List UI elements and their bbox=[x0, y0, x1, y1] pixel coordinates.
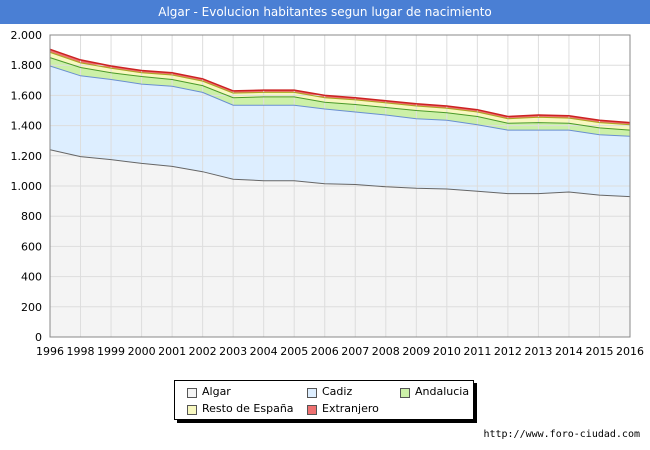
x-tick-label: 2015 bbox=[585, 345, 613, 358]
line-extranjero bbox=[49, 48, 631, 124]
area-resto-de-espa-a bbox=[50, 52, 630, 131]
y-tick-label: 800 bbox=[21, 210, 42, 223]
area-cadiz bbox=[50, 66, 630, 197]
legend-label-extranjero: Extranjero bbox=[322, 402, 379, 415]
y-tick-label: 1.000 bbox=[11, 180, 43, 193]
x-tick-label: 2007 bbox=[341, 345, 369, 358]
x-tick-label: 2009 bbox=[402, 345, 430, 358]
y-tick-label: 1.600 bbox=[11, 89, 43, 102]
area-extranjero bbox=[50, 49, 630, 125]
legend-swatch-resto-espana bbox=[187, 405, 197, 415]
area-andalucia bbox=[50, 57, 630, 137]
legend-label-cadiz: Cadiz bbox=[322, 385, 353, 398]
x-tick-label: 2016 bbox=[616, 345, 644, 358]
x-tick-label: 2004 bbox=[250, 345, 278, 358]
y-tick-label: 600 bbox=[21, 240, 42, 253]
chart-title: Algar - Evolucion habitantes segun lugar… bbox=[0, 0, 650, 24]
legend-swatch-andalucia bbox=[400, 388, 410, 398]
y-tick-label: 0 bbox=[35, 331, 42, 344]
y-tick-label: 1.200 bbox=[11, 150, 43, 163]
x-tick-label: 1998 bbox=[67, 345, 95, 358]
area-algar bbox=[50, 149, 630, 337]
line-algar bbox=[49, 149, 631, 198]
x-tick-label: 2010 bbox=[433, 345, 461, 358]
legend-swatch-extranjero bbox=[307, 405, 317, 415]
plot-frame bbox=[49, 34, 631, 338]
line-cadiz bbox=[49, 65, 631, 137]
x-tick-label: 2003 bbox=[219, 345, 247, 358]
x-tick-label: 2006 bbox=[311, 345, 339, 358]
x-tick-label: 2011 bbox=[463, 345, 491, 358]
legend-label-andalucia: Andalucia bbox=[415, 385, 470, 398]
x-tick-label: 2005 bbox=[280, 345, 308, 358]
legend-label-algar: Algar bbox=[202, 385, 231, 398]
legend-swatch-algar bbox=[187, 388, 197, 398]
line-andalucia bbox=[49, 57, 631, 131]
source-url: http://www.foro-ciudad.com bbox=[483, 429, 640, 440]
x-tick-label: 1996 bbox=[36, 345, 64, 358]
y-tick-label: 1.400 bbox=[11, 120, 43, 133]
legend-swatch-cadiz bbox=[307, 388, 317, 398]
y-tick-label: 200 bbox=[21, 301, 42, 314]
x-tick-label: 2013 bbox=[524, 345, 552, 358]
x-tick-label: 2000 bbox=[128, 345, 156, 358]
legend-label-resto-espana: Resto de España bbox=[202, 402, 294, 415]
x-tick-label: 2001 bbox=[158, 345, 186, 358]
y-tick-label: 2.000 bbox=[11, 29, 43, 42]
chart-legend: Algar Cadiz Andalucia Resto de España Ex… bbox=[174, 380, 474, 420]
line-resto-de-espa-a bbox=[49, 51, 631, 126]
y-tick-label: 400 bbox=[21, 271, 42, 284]
x-tick-label: 1999 bbox=[97, 345, 125, 358]
x-tick-label: 2014 bbox=[555, 345, 583, 358]
x-tick-label: 2002 bbox=[189, 345, 217, 358]
x-tick-label: 2008 bbox=[372, 345, 400, 358]
x-tick-label: 2012 bbox=[494, 345, 522, 358]
y-tick-label: 1.800 bbox=[11, 59, 43, 72]
